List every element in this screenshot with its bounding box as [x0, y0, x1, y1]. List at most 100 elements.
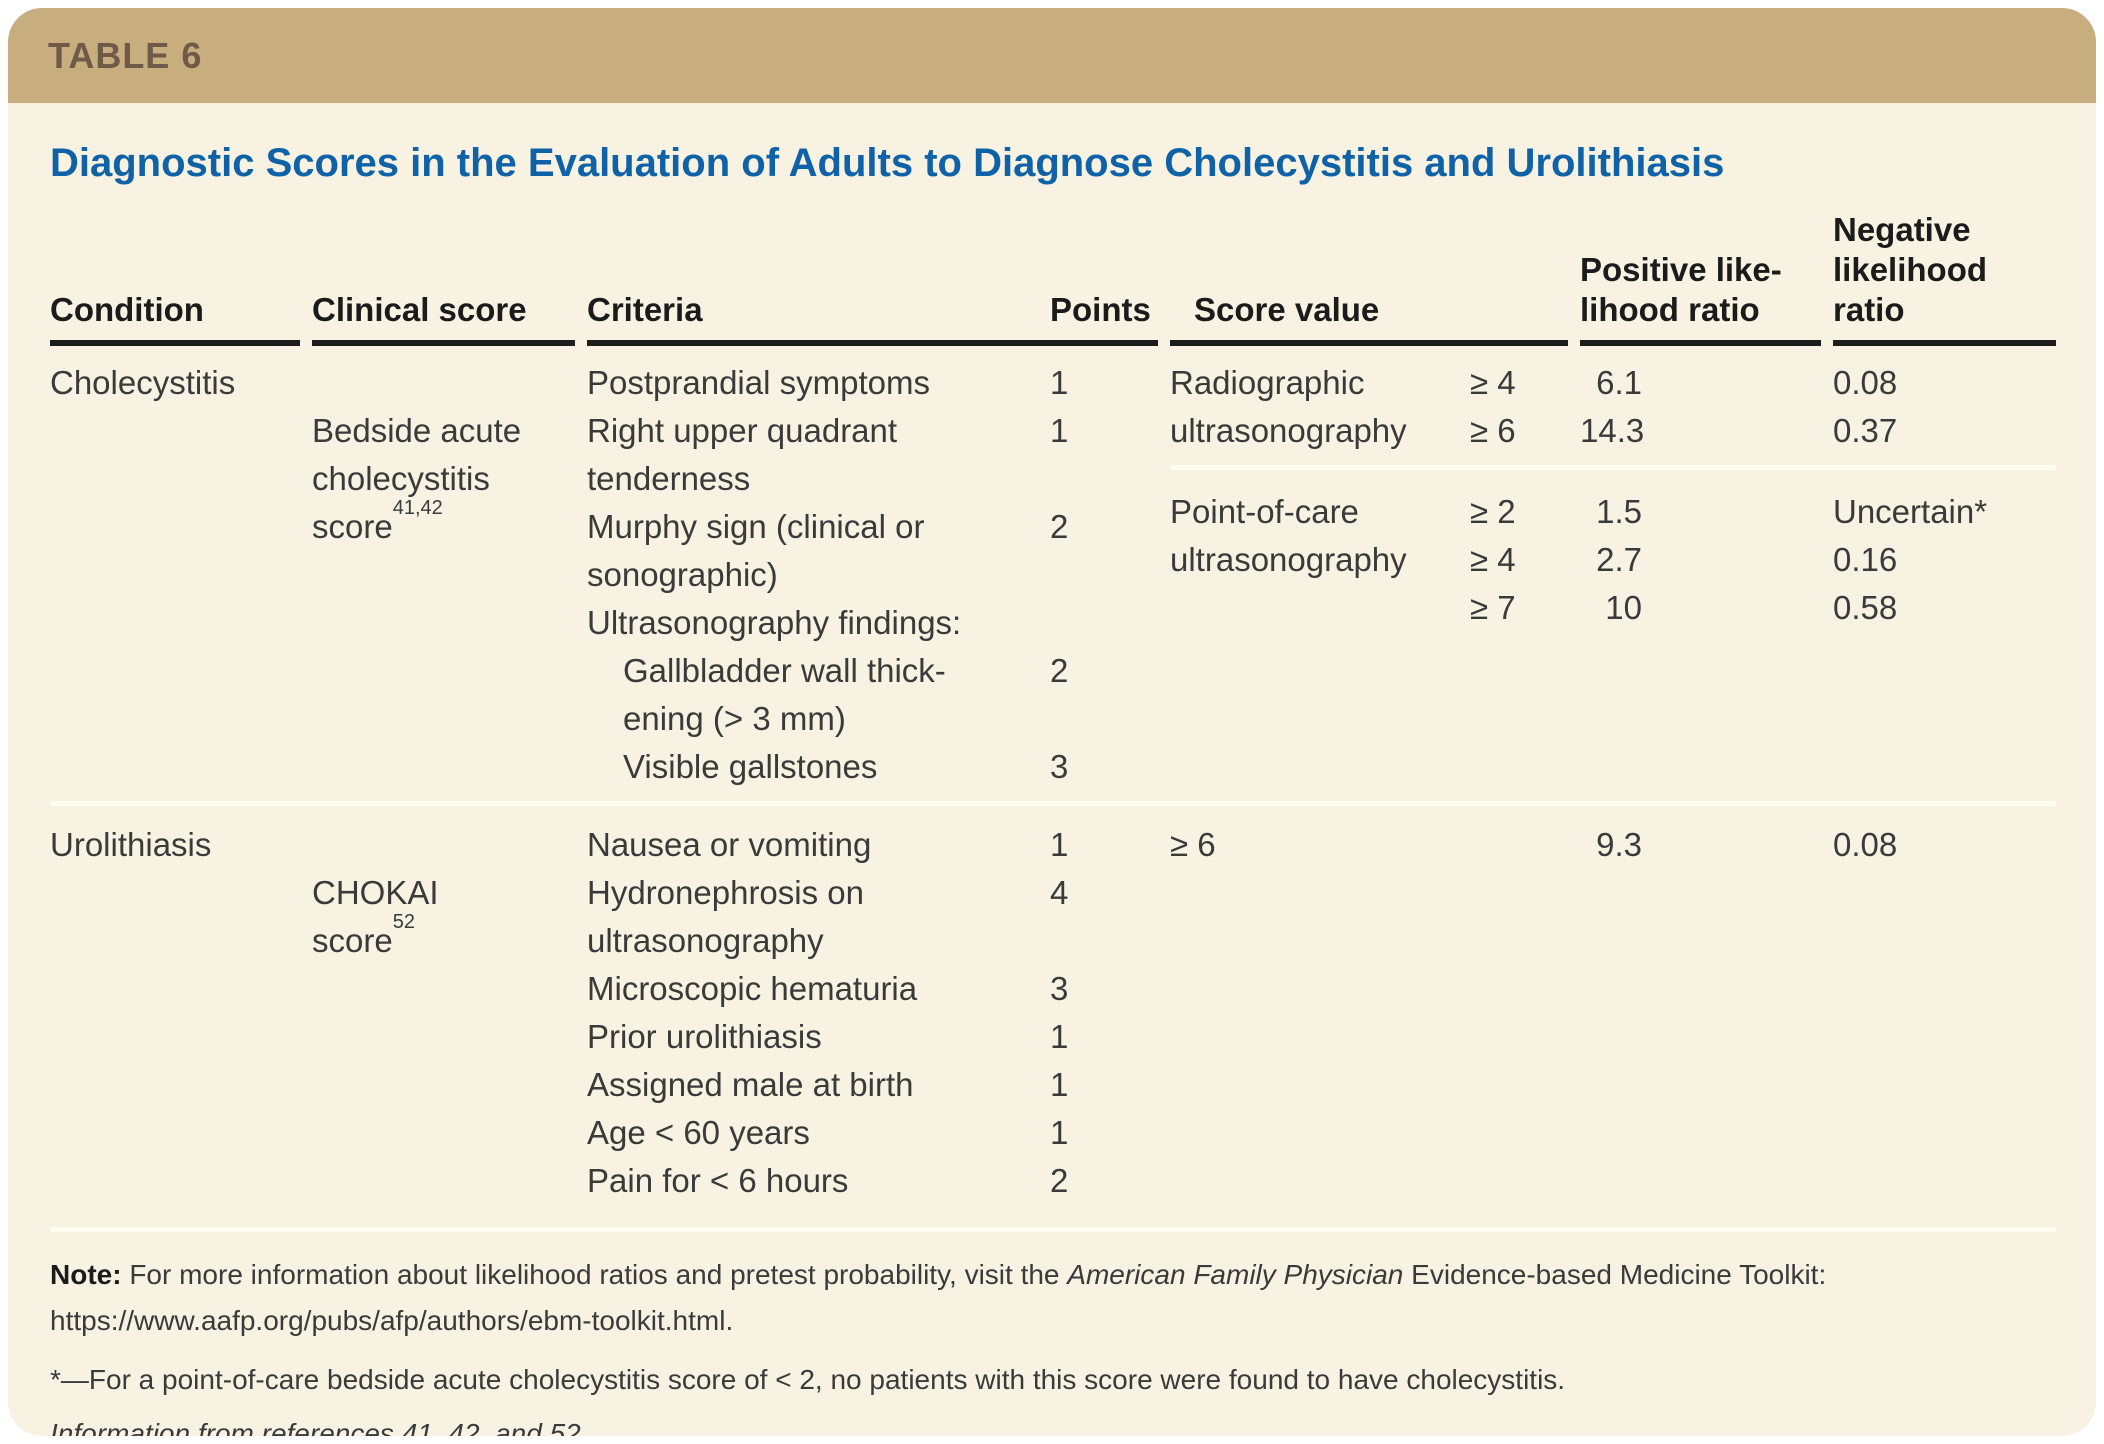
col-header-criteria: Criteria [587, 291, 703, 328]
note-text: For more information about likelihood ra… [121, 1259, 1068, 1290]
points-value: 1 [1050, 1018, 1069, 1055]
positive-lr-value: 9.3 [1596, 826, 1642, 863]
note-label: Note: [50, 1259, 122, 1290]
table-header-bar: TABLE 6 [8, 8, 2096, 103]
positive-lr-value: 14.3 [1580, 412, 1645, 449]
col-header-positive-lr: Positive like- lihood ratio [1580, 250, 1833, 346]
points-value: 2 [1050, 652, 1069, 689]
criteria-text: Age < 60 years [587, 1114, 810, 1151]
points-value: 4 [1050, 874, 1069, 911]
source-line: Information from references 41, 42, and … [50, 1418, 589, 1436]
criteria-item: Ultrasonography findings: [587, 599, 1170, 647]
points-value: 3 [1050, 748, 1069, 785]
col-header-points: Points [1050, 291, 1151, 328]
col-header-score-value: Score value [1170, 290, 1580, 346]
points-value: 2 [1050, 508, 1069, 545]
reference-superscript: 52 [392, 911, 415, 933]
criteria-list: Nausea or vomiting 1 Hydronephrosis on u… [587, 821, 1170, 1205]
score-threshold [1470, 821, 1580, 869]
note: Note: For more information about likelih… [50, 1252, 2056, 1344]
table-row-urolithiasis: Urolithiasis CHOKAI score52 Nausea or vo… [50, 821, 2056, 1205]
criteria-item: Postprandial symptoms 1 [587, 359, 1170, 407]
score-block-point-of-care: Point-of-care ultrasonography ≥ 2 1.5 Un… [1170, 488, 2056, 632]
positive-lr-value: 10 [1605, 589, 1642, 626]
criteria-text: Murphy sign (clinical or sonographic) [587, 508, 925, 593]
criteria-text: Postprandial symptoms [587, 364, 930, 401]
criteria-item: Right upper quadrant tenderness 1 [587, 407, 1170, 503]
column-header-row: Condition Clinical score Criteria Points… [50, 210, 2056, 346]
clinical-score-cell: CHOKAI score52 [312, 821, 587, 965]
criteria-item: Prior urolithiasis 1 [587, 1013, 1170, 1061]
negative-lr-value: Uncertain* [1833, 493, 1988, 530]
criteria-text: Assigned male at birth [587, 1066, 914, 1103]
score-block-divider [1170, 465, 2056, 470]
col-header-condition: Condition [50, 290, 312, 346]
positive-lr-value: 6.1 [1596, 364, 1642, 401]
criteria-text: Visible gallstones [623, 748, 878, 785]
col-header-negative-lr: Negative likelihood ratio [1833, 210, 2056, 346]
points-value: 1 [1050, 364, 1069, 401]
points-value [1050, 599, 1170, 647]
positive-lr-cell: 14.3 [1580, 407, 1833, 455]
positive-lr-cell: 2.7 [1580, 536, 1833, 584]
score-threshold: ≥ 6 [1170, 826, 1216, 863]
points-value: 1 [1050, 1066, 1069, 1103]
col-header-criteria-points: Criteria Points [587, 290, 1170, 346]
points-value: 1 [1050, 1114, 1069, 1151]
negative-lr-value: 0.08 [1833, 364, 1898, 401]
score-threshold: ≥ 7 [1470, 589, 1516, 626]
score-value-area: Radiographic ultrasonography ≥ 4 6.1 0.0… [1170, 359, 2056, 632]
criteria-item: Nausea or vomiting 1 [587, 821, 1170, 869]
condition-cell: Urolithiasis [50, 826, 212, 863]
criteria-item: Visible gallstones 3 [587, 743, 1170, 791]
criteria-text: Hydronephrosis on ultrasonography [587, 874, 864, 959]
points-value: 3 [1050, 970, 1069, 1007]
table-bottom-divider [50, 1227, 2056, 1232]
score-threshold: ≥ 4 [1470, 541, 1516, 578]
negative-lr-value: 0.16 [1833, 541, 1898, 578]
criteria-item: Age < 60 years 1 [587, 1109, 1170, 1157]
points-value: 1 [1050, 412, 1069, 449]
criteria-text: Gallbladder wall thick- ening (> 3 mm) [623, 652, 946, 737]
clinical-score-name: Bedside acute cholecystitis score [312, 412, 522, 545]
table-content: Diagnostic Scores in the Evaluation of A… [8, 137, 2096, 1436]
table-row-cholecystitis: Cholecystitis Bedside acute cholecystiti… [50, 359, 2056, 791]
criteria-item: Assigned male at birth 1 [587, 1061, 1170, 1109]
score-threshold: ≥ 4 [1470, 364, 1516, 401]
criteria-text: Ultrasonography findings: [587, 604, 962, 641]
criteria-text: Pain for < 6 hours [587, 1162, 849, 1199]
negative-lr-value: 0.08 [1833, 826, 1898, 863]
criteria-item: Hydronephrosis on ultrasonography 4 [587, 869, 1170, 965]
score-block-radiographic: Radiographic ultrasonography ≥ 4 6.1 0.0… [1170, 359, 2056, 455]
positive-lr-cell: 1.5 [1580, 488, 1833, 536]
positive-lr-value: 1.5 [1596, 493, 1642, 530]
score-modality: Point-of-care ultrasonography [1170, 493, 1407, 578]
criteria-item: Murphy sign (clinical or sonographic) 2 [587, 503, 1170, 599]
score-modality: Radiographic ultrasonography [1170, 364, 1407, 449]
section-divider [50, 801, 2056, 806]
criteria-item: Microscopic hematuria 3 [587, 965, 1170, 1013]
criteria-item: Pain for < 6 hours 2 [587, 1157, 1170, 1205]
table-card: TABLE 6 Diagnostic Scores in the Evaluat… [8, 8, 2096, 1436]
criteria-text: Nausea or vomiting [587, 826, 872, 863]
positive-lr-cell: 9.3 [1580, 821, 1833, 869]
col-header-clinical-score: Clinical score [312, 290, 587, 346]
condition-cell: Cholecystitis [50, 364, 236, 401]
table-label: TABLE 6 [48, 34, 203, 76]
table-title: Diagnostic Scores in the Evaluation of A… [50, 141, 1725, 185]
journal-name: American Family Physician [1067, 1259, 1404, 1290]
clinical-score-name: CHOKAI score [312, 874, 439, 959]
criteria-text: Prior urolithiasis [587, 1018, 822, 1055]
positive-lr-cell: 6.1 [1580, 359, 1833, 407]
criteria-text: Microscopic hematuria [587, 970, 918, 1007]
criteria-list: Postprandial symptoms 1 Right upper quad… [587, 359, 1170, 791]
criteria-text: Right upper quadrant tenderness [587, 412, 898, 497]
score-block-chokai: ≥ 6 9.3 0.08 [1170, 821, 2056, 869]
footnote-asterisk: *—For a point-of-care bedside acute chol… [50, 1364, 1566, 1395]
positive-lr-value: 2.7 [1596, 541, 1642, 578]
note-text-continued: Evidence-based Medicine Toolkit: https:/… [50, 1259, 1827, 1336]
score-threshold: ≥ 2 [1470, 493, 1516, 530]
negative-lr-value: 0.37 [1833, 412, 1898, 449]
reference-superscript: 41,42 [392, 497, 443, 519]
positive-lr-cell: 10 [1580, 584, 1833, 632]
